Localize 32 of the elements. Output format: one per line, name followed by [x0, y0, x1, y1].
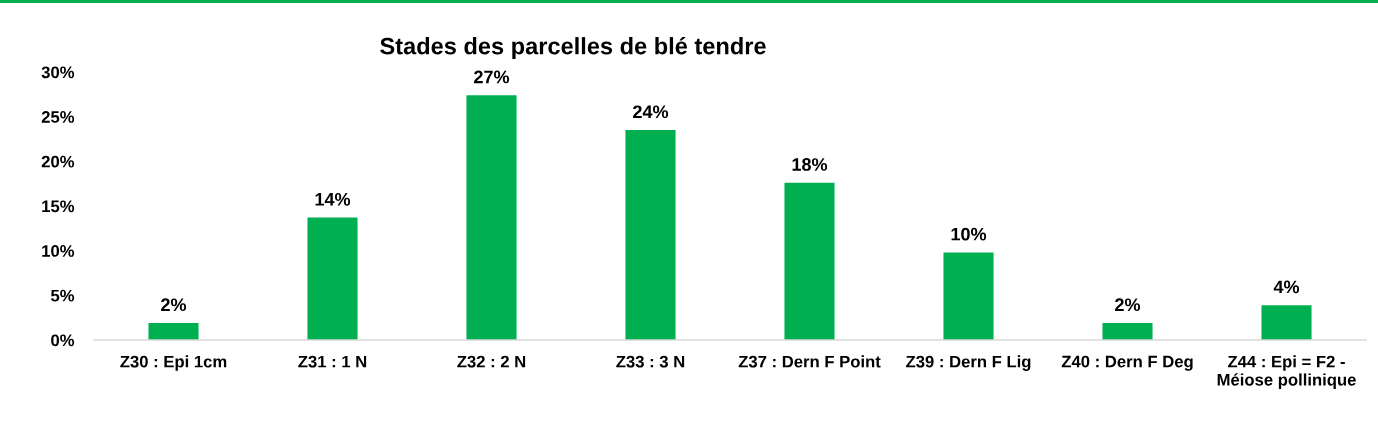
x-tick-label: Z40 : Dern F Deg: [1061, 355, 1193, 371]
y-tick-label: 30%: [41, 66, 75, 79]
x-tick-label: Z31 : 1 N: [298, 355, 367, 368]
y-tick-label: 25%: [41, 111, 75, 123]
data-label: 10%: [951, 227, 987, 241]
bar: [1261, 305, 1312, 340]
data-label: 2%: [1115, 298, 1141, 312]
x-tick-label: Z32 : 2 N: [457, 355, 526, 368]
data-label: 18%: [792, 158, 828, 171]
data-label: 4%: [1273, 280, 1300, 294]
data-label: 24%: [633, 105, 669, 119]
x-tick-label: Z33 : 3 N: [616, 355, 685, 368]
bar: [466, 95, 517, 340]
data-label: 2%: [161, 298, 187, 312]
y-tick-label: 20%: [41, 155, 75, 168]
bar: [1102, 323, 1153, 340]
bar: [943, 252, 994, 340]
y-tick-label: 10%: [42, 245, 75, 257]
y-tick-label: 0%: [51, 334, 75, 347]
y-tick-label: 5%: [50, 289, 75, 302]
bar: [784, 182, 835, 340]
y-tick-label: 15%: [42, 200, 75, 213]
x-tick-label: Z37 : Dern F Point: [738, 355, 881, 368]
bar: [307, 217, 358, 340]
bar: [148, 323, 199, 340]
data-label: 14%: [315, 192, 351, 206]
bar: [625, 130, 676, 340]
data-label: 27%: [474, 70, 510, 84]
x-tick-label: Z39 : Dern F Lig: [906, 355, 1031, 371]
x-tick-label: Z30 : Epi 1cm: [120, 355, 227, 371]
x-tick-label: Z44 : Epi = F2 - Méiose pollinique: [1217, 355, 1356, 389]
chart-title: Stades des parcelles de blé tendre: [380, 36, 766, 60]
